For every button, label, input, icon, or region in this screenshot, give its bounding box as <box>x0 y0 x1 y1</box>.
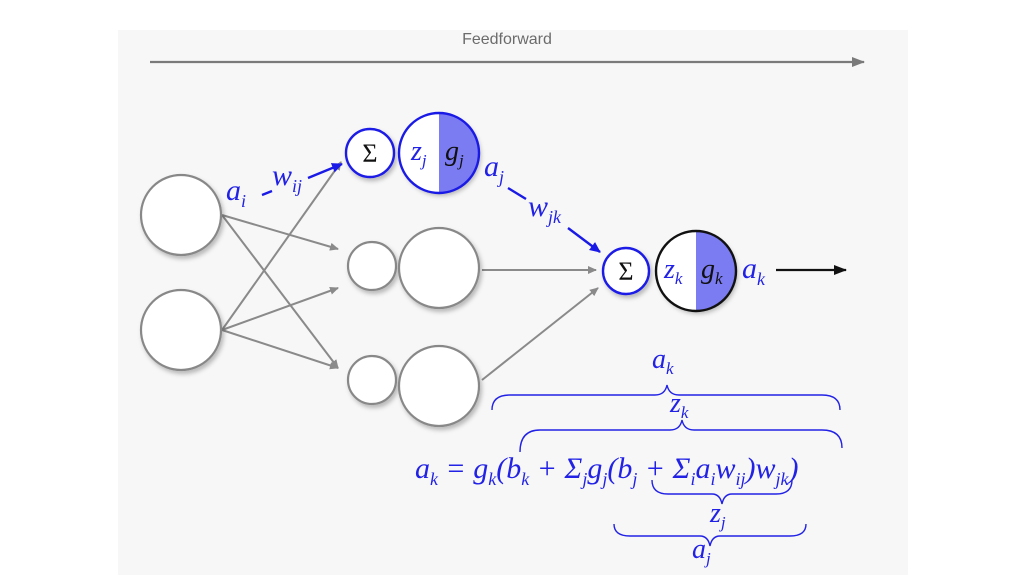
label-gj: gj <box>445 136 464 170</box>
blue-edge-wjk <box>567 227 601 253</box>
brace-label-aj: aj <box>692 534 711 568</box>
label-zj: zj <box>410 136 427 170</box>
blue-edge-wij <box>307 162 343 180</box>
brace-zj <box>651 479 793 505</box>
diagram-panel <box>118 30 908 575</box>
hidden-activation-node-3 <box>397 344 481 428</box>
hidden-activation-node-2 <box>397 226 481 310</box>
input-edges <box>221 161 342 370</box>
label-wij: wij <box>272 159 302 196</box>
edge-h3-out <box>481 287 599 381</box>
edge-i2-h1 <box>221 161 342 331</box>
label-gk: gk <box>701 254 723 288</box>
edge-i1-h3 <box>221 214 339 369</box>
label-zk: zk <box>663 254 683 288</box>
label-ak: ak <box>742 252 766 289</box>
sigma-symbol: Σ <box>362 139 377 168</box>
blue-edge-ai-stub <box>261 189 273 197</box>
brace-aj <box>613 523 807 547</box>
output-sigma-symbol: Σ <box>618 257 633 286</box>
hidden-sum-node-2 <box>346 240 398 292</box>
label-ai: ai <box>226 174 246 211</box>
feedforward-caption: Feedforward <box>462 31 552 48</box>
edge-i1-h2 <box>221 214 339 251</box>
hidden-edges <box>481 266 599 381</box>
hidden-sum-node-3 <box>346 354 398 406</box>
main-equation: ak = gk(bk + Σjgj(bj + Σiaiwij)wjk) <box>415 452 799 489</box>
hidden-activation-ring-1 <box>397 111 481 195</box>
label-aj: aj <box>484 150 504 187</box>
input-neuron-2 <box>139 288 223 372</box>
brace-label-zj: zj <box>709 498 726 532</box>
edge-i2-h2 <box>221 286 339 331</box>
edge-i2-h3 <box>221 329 339 370</box>
hidden-sum-node-1 <box>344 127 396 179</box>
blue-edge-aj-stub <box>507 186 527 201</box>
label-wjk: wjk <box>528 190 562 227</box>
input-neuron-1 <box>139 173 223 257</box>
brace-ak <box>491 384 841 411</box>
output-sum-node <box>601 246 651 296</box>
brace-label-zk: zk <box>669 388 689 422</box>
output-activation-ring <box>654 229 738 313</box>
brace-label-ak: ak <box>652 344 674 378</box>
brace-zk <box>519 419 843 453</box>
